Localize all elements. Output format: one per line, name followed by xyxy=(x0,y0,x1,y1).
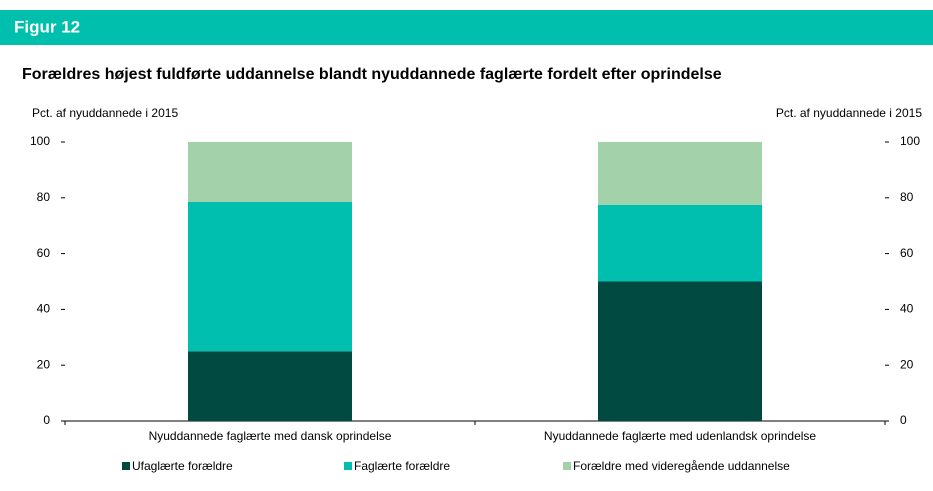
bar-segment xyxy=(188,351,352,421)
bar-segment xyxy=(598,204,762,282)
y2-tick-label: 80 xyxy=(900,190,914,204)
bar-segment xyxy=(598,281,762,421)
y-tick-label: 60 xyxy=(37,246,51,260)
y2-tick-label: 60 xyxy=(900,246,914,260)
legend-label: Ufaglærte forældre xyxy=(132,459,233,473)
legend-swatch xyxy=(563,462,571,470)
x-tick-label: Nyuddannede faglærte med udenlandsk opri… xyxy=(544,429,817,443)
y2-tick-label: 40 xyxy=(900,302,914,316)
bar-segment xyxy=(188,142,352,202)
x-tick-label: Nyuddannede faglærte med dansk oprindels… xyxy=(149,429,392,443)
legend-swatch xyxy=(344,462,352,470)
y-tick-label: 0 xyxy=(43,413,50,427)
bar-segment xyxy=(188,201,352,352)
bar-segment xyxy=(598,142,762,205)
chart-title: Forældres højest fuldførte uddannelse bl… xyxy=(22,66,722,83)
y2-tick-label: 100 xyxy=(900,134,920,148)
y-tick-label: 100 xyxy=(30,134,50,148)
legend-label: Forældre med videregående uddannelse xyxy=(573,459,790,473)
legend-label: Faglærte forældre xyxy=(354,459,450,473)
y2-tick-label: 0 xyxy=(900,413,907,427)
y-tick-label: 80 xyxy=(37,190,51,204)
y-tick-label: 20 xyxy=(37,357,51,371)
y2-axis-label: Pct. af nyuddannede i 2015 xyxy=(776,106,922,120)
y-axis-label: Pct. af nyuddannede i 2015 xyxy=(32,106,178,120)
y-tick-label: 40 xyxy=(37,302,51,316)
legend-swatch xyxy=(122,462,130,470)
header-band xyxy=(0,10,933,45)
figure-label: Figur 12 xyxy=(14,17,80,36)
y2-tick-label: 20 xyxy=(900,357,914,371)
